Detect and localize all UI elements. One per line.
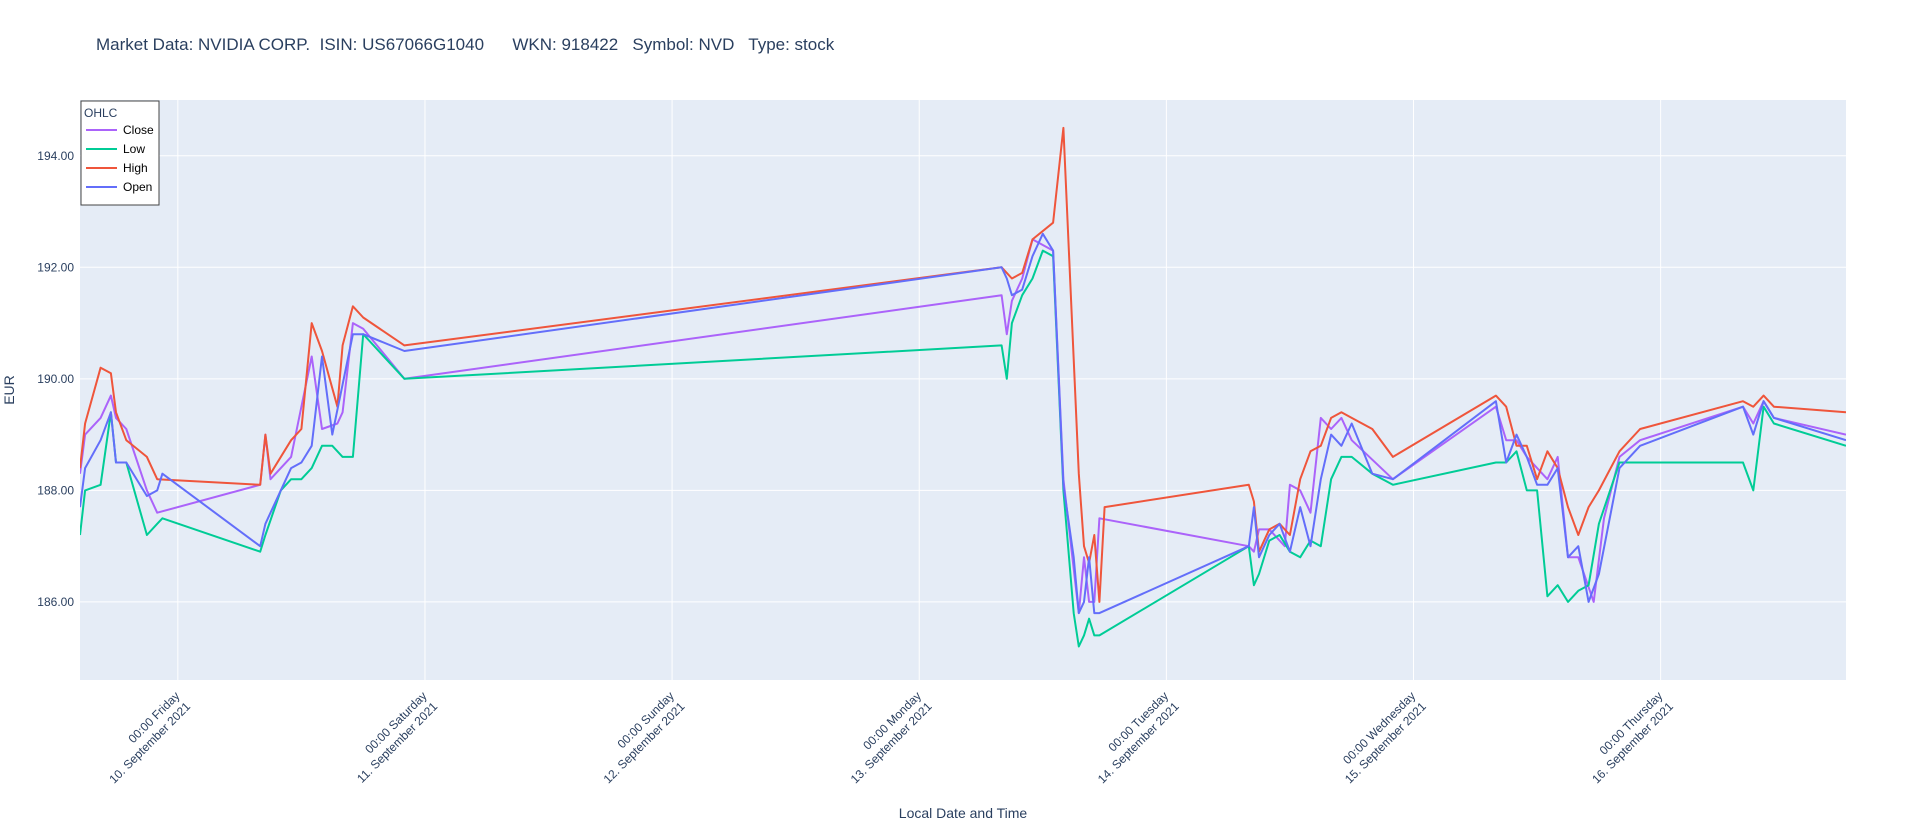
chart-title: Market Data: NVIDIA CORP. ISIN: US67066G… <box>96 35 835 54</box>
gridlines <box>80 100 1846 680</box>
legend[interactable]: OHLC Close Low High Open <box>80 100 160 206</box>
legend-label: Close <box>123 123 154 137</box>
y-tick-label: 186.00 <box>37 595 74 609</box>
y-tick-label: 188.00 <box>37 483 74 497</box>
y-tick-label: 194.00 <box>37 149 74 163</box>
legend-item-open[interactable]: Open <box>86 180 152 194</box>
legend-label: High <box>123 161 148 175</box>
y-tick-label: 190.00 <box>37 372 74 386</box>
series-line-high <box>80 126 1846 603</box>
y-tick-label: 192.00 <box>37 260 74 274</box>
legend-item-close[interactable]: Close <box>86 123 154 137</box>
legend-title: OHLC <box>84 106 118 120</box>
legend-item-high[interactable]: High <box>86 161 148 175</box>
legend-label: Low <box>123 142 145 156</box>
series-lines <box>80 126 1846 648</box>
plot-area <box>80 100 1846 680</box>
legend-item-low[interactable]: Low <box>86 142 145 156</box>
x-axis-title: Local Date and Time <box>899 805 1028 821</box>
legend-label: Open <box>123 180 152 194</box>
y-axis-title: EUR <box>1 375 17 405</box>
series-line-open <box>80 232 1846 615</box>
